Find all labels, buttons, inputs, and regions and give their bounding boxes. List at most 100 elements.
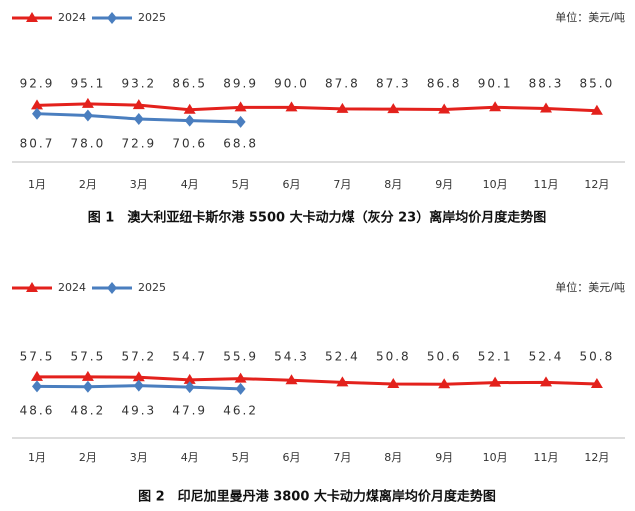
data-label: 50.8	[580, 349, 615, 363]
point	[81, 370, 94, 381]
unit-label: 单位：美元/吨	[555, 10, 625, 24]
point	[31, 99, 43, 110]
data-label: 49.3	[121, 403, 156, 417]
x-tick-label: 4月	[181, 178, 199, 191]
point	[133, 379, 144, 392]
x-tick-label: 2月	[79, 178, 97, 191]
legend-label: 2024	[58, 281, 86, 294]
x-tick-label: 9月	[435, 451, 453, 464]
x-tick-label: 11月	[534, 178, 559, 191]
data-label: 87.3	[376, 76, 411, 90]
x-tick-label: 10月	[483, 178, 508, 191]
point	[183, 373, 196, 384]
legend-label: 2024	[58, 11, 86, 24]
x-tick-label: 11月	[534, 451, 559, 464]
data-label: 46.2	[223, 403, 258, 417]
data-label: 57.2	[121, 349, 156, 363]
data-label: 93.2	[121, 76, 156, 90]
data-label: 57.5	[20, 349, 55, 363]
x-tick-label: 4月	[181, 451, 199, 464]
x-tick-label: 3月	[130, 178, 148, 191]
data-label: 89.9	[223, 76, 258, 90]
x-tick-label: 5月	[232, 178, 250, 191]
x-tick-label: 2月	[79, 451, 97, 464]
data-label: 47.9	[172, 403, 207, 417]
data-label: 72.9	[121, 136, 156, 150]
point	[387, 103, 400, 114]
point	[285, 101, 298, 112]
x-tick-label: 8月	[384, 451, 402, 464]
point	[234, 372, 247, 383]
data-label: 68.8	[223, 136, 258, 150]
data-label: 86.5	[172, 76, 207, 90]
point	[590, 104, 603, 115]
data-label: 50.6	[427, 349, 462, 363]
data-label: 78.0	[71, 136, 106, 150]
data-label: 88.3	[529, 76, 564, 90]
x-tick-label: 7月	[333, 451, 351, 464]
point	[438, 103, 451, 114]
data-label: 80.7	[20, 136, 55, 150]
data-label: 95.1	[71, 76, 106, 90]
point	[183, 103, 196, 114]
point	[234, 101, 247, 112]
point	[132, 371, 145, 382]
x-tick-label: 12月	[584, 451, 609, 464]
data-label: 54.3	[274, 349, 309, 363]
series-line	[36, 102, 597, 113]
data-label: 50.8	[376, 349, 411, 363]
point	[184, 381, 195, 394]
x-tick-label: 6月	[283, 451, 301, 464]
data-label: 87.8	[325, 76, 360, 90]
data-label: 54.7	[172, 349, 207, 363]
chart-caption: 图 2 印尼加里曼丹港 3800 大卡动力煤离岸均价月度走势图	[138, 489, 496, 505]
data-label: 90.1	[478, 76, 513, 90]
chart-caption: 图 1 澳大利亚纽卡斯尔港 5500 大卡动力煤（灰分 23）离岸均价月度走势图	[88, 210, 546, 226]
data-label: 48.6	[20, 403, 55, 417]
point	[590, 378, 603, 389]
x-tick-label: 7月	[333, 178, 351, 191]
point	[235, 382, 246, 395]
point	[489, 376, 502, 387]
legend-marker	[26, 12, 38, 22]
legend-label: 2025	[138, 281, 166, 294]
legend-marker	[107, 12, 117, 24]
x-tick-label: 6月	[283, 178, 301, 191]
point	[489, 101, 502, 112]
x-tick-label: 5月	[232, 451, 250, 464]
x-tick-label: 9月	[435, 178, 453, 191]
data-label: 92.9	[20, 76, 55, 90]
data-label: 70.6	[172, 136, 207, 150]
legend-marker	[107, 282, 117, 294]
legend-marker	[26, 282, 38, 292]
series-line	[37, 375, 597, 386]
data-label: 48.2	[71, 403, 106, 417]
x-tick-label: 12月	[584, 178, 609, 191]
data-label: 52.4	[529, 349, 564, 363]
data-label: 55.9	[223, 349, 258, 363]
data-label: 85.0	[580, 76, 615, 90]
x-tick-label: 3月	[130, 451, 148, 464]
point	[540, 376, 552, 387]
point	[540, 102, 552, 113]
point	[132, 99, 145, 110]
point	[133, 113, 144, 126]
data-label: 57.5	[71, 349, 106, 363]
point	[285, 374, 298, 385]
point	[82, 109, 93, 122]
unit-label: 单位：美元/吨	[555, 280, 625, 294]
x-tick-label: 10月	[483, 451, 508, 464]
legend-label: 2025	[138, 11, 166, 24]
point	[336, 376, 349, 387]
point	[336, 102, 349, 113]
x-tick-label: 1月	[28, 451, 46, 464]
x-tick-label: 1月	[28, 178, 46, 191]
point	[438, 378, 451, 389]
point	[81, 97, 94, 108]
point	[31, 370, 43, 381]
point	[82, 380, 93, 393]
data-label: 90.0	[274, 76, 309, 90]
data-label: 86.8	[427, 76, 462, 90]
data-label: 52.4	[325, 349, 360, 363]
